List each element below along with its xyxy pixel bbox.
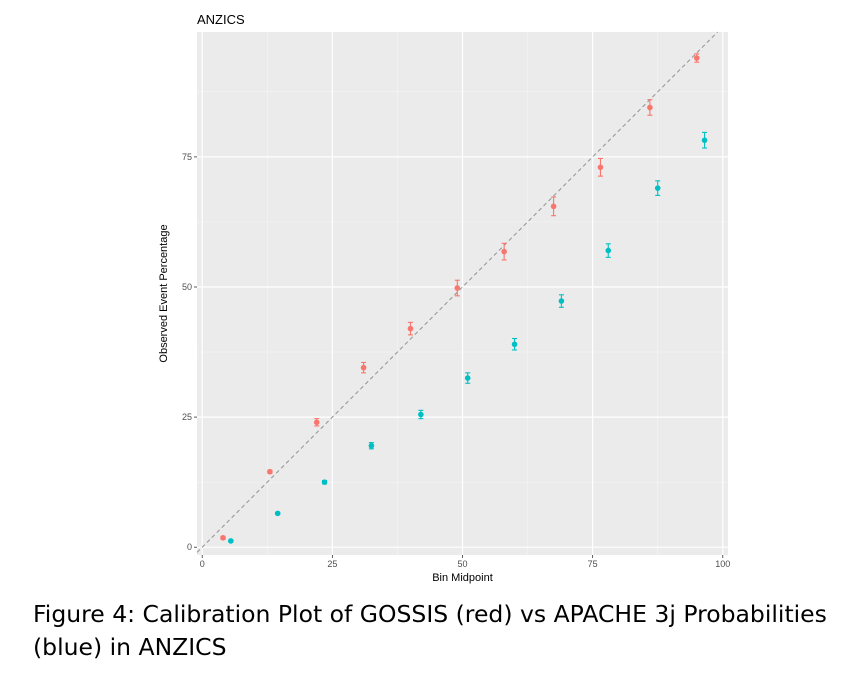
point-marker bbox=[220, 535, 226, 541]
data-point bbox=[647, 99, 653, 116]
point-marker bbox=[597, 164, 604, 171]
y-axis-label: Observed Event Percentage bbox=[158, 224, 170, 362]
data-point bbox=[407, 321, 414, 336]
data-point bbox=[693, 53, 700, 63]
y-tick-label: 0 bbox=[187, 542, 192, 552]
data-point bbox=[267, 468, 273, 475]
data-point bbox=[220, 535, 226, 541]
data-point bbox=[313, 418, 320, 427]
y-tick-label: 75 bbox=[182, 152, 192, 162]
point-marker bbox=[418, 411, 424, 418]
point-marker bbox=[313, 419, 320, 426]
data-point bbox=[550, 196, 557, 217]
data-point bbox=[558, 294, 565, 308]
point-marker bbox=[693, 55, 700, 61]
point-marker bbox=[605, 247, 612, 254]
point-marker bbox=[464, 375, 471, 381]
x-tick-label: 50 bbox=[457, 559, 467, 569]
data-point bbox=[605, 243, 612, 258]
calibration-plot: 0 25 50 75 100 0 25 50 75 ANZICS Bin Midpoint O… bbox=[158, 12, 730, 584]
x-axis-ticks: 0 25 50 75 100 bbox=[200, 555, 730, 569]
point-marker bbox=[267, 468, 273, 475]
point-marker bbox=[454, 285, 461, 291]
point-marker bbox=[654, 185, 661, 191]
point-marker bbox=[701, 137, 708, 144]
point-marker bbox=[550, 203, 557, 210]
y-tick-label: 50 bbox=[182, 282, 192, 292]
point-marker bbox=[647, 104, 653, 111]
point-marker bbox=[360, 364, 367, 371]
data-point bbox=[368, 442, 375, 450]
data-point bbox=[597, 157, 604, 177]
point-marker bbox=[368, 442, 375, 449]
y-axis-ticks: 0 25 50 75 bbox=[182, 152, 197, 552]
grid-major-lines bbox=[197, 32, 728, 555]
data-point bbox=[701, 131, 708, 149]
data-point bbox=[464, 372, 471, 384]
point-marker bbox=[558, 298, 565, 304]
y-tick-label: 25 bbox=[182, 412, 192, 422]
data-point bbox=[511, 337, 518, 351]
data-point bbox=[321, 479, 328, 485]
data-points bbox=[220, 53, 708, 544]
x-axis-label: Bin Midpoint bbox=[432, 572, 493, 584]
chart-title: ANZICS bbox=[197, 12, 245, 27]
point-marker bbox=[407, 325, 414, 332]
data-point bbox=[654, 180, 661, 196]
data-point bbox=[454, 279, 461, 297]
point-marker bbox=[511, 341, 518, 348]
point-marker bbox=[274, 510, 281, 517]
data-point bbox=[228, 538, 234, 544]
x-tick-label: 75 bbox=[588, 559, 598, 569]
data-point bbox=[360, 361, 367, 374]
point-marker bbox=[228, 538, 234, 544]
data-point bbox=[418, 409, 424, 420]
data-point bbox=[501, 242, 507, 261]
x-tick-label: 100 bbox=[715, 559, 730, 569]
point-marker bbox=[321, 479, 328, 485]
x-tick-label: 25 bbox=[327, 559, 337, 569]
point-marker bbox=[501, 248, 507, 255]
figure-caption: Figure 4: Calibration Plot of GOSSIS (re… bbox=[33, 600, 827, 661]
x-tick-label: 0 bbox=[200, 559, 205, 569]
reference-diagonal-line bbox=[196, 31, 718, 553]
data-point bbox=[274, 510, 281, 517]
